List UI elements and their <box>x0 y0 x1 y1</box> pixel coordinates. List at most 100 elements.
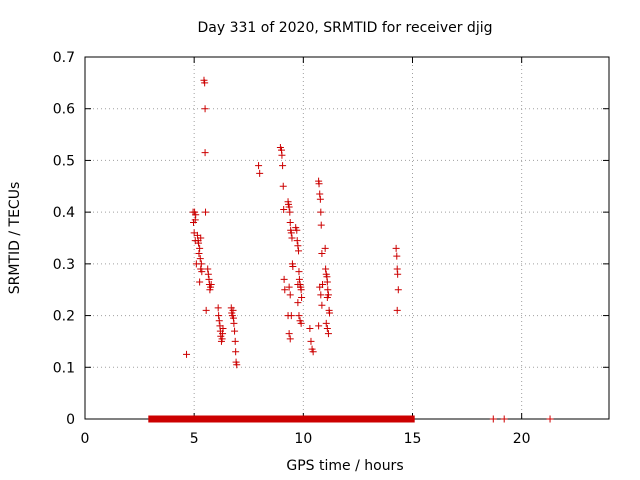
data-point <box>324 330 332 338</box>
y-tick-label: 0.3 <box>53 257 75 273</box>
data-point <box>294 281 302 289</box>
data-points <box>148 76 554 423</box>
data-point <box>255 162 263 170</box>
data-point <box>196 255 204 263</box>
data-point <box>293 226 301 234</box>
data-point <box>286 218 294 226</box>
data-point <box>322 265 330 273</box>
data-point <box>286 335 294 343</box>
data-point <box>207 281 215 289</box>
data-point <box>323 293 331 301</box>
data-point <box>198 268 206 276</box>
data-point <box>231 327 239 335</box>
data-point <box>219 325 227 332</box>
data-point <box>546 415 554 423</box>
data-point <box>285 330 293 338</box>
y-tick-label: 0.4 <box>53 205 75 221</box>
plot-frame <box>84 56 610 420</box>
data-point <box>202 306 210 314</box>
data-point <box>293 237 301 245</box>
data-point <box>297 286 305 294</box>
data-point <box>317 221 325 229</box>
data-point <box>195 250 203 258</box>
data-point <box>316 195 324 203</box>
y-tick-label: 0.7 <box>53 50 75 66</box>
data-point <box>279 162 287 170</box>
data-point <box>317 291 325 299</box>
y-axis-label: SRMTID / TECUs <box>7 182 23 295</box>
data-point <box>316 190 324 198</box>
data-point <box>201 105 209 113</box>
y-tick-label: 0.6 <box>53 102 75 118</box>
data-point <box>392 244 400 252</box>
data-point <box>295 275 303 283</box>
data-point <box>229 306 237 314</box>
data-point <box>195 239 203 247</box>
data-point <box>309 348 317 356</box>
data-point <box>256 169 264 177</box>
data-point <box>318 301 326 309</box>
data-point <box>286 208 294 216</box>
data-point <box>285 203 293 211</box>
data-point <box>297 319 305 327</box>
data-point <box>393 306 401 314</box>
data-point <box>281 286 289 294</box>
data-point <box>298 293 306 301</box>
y-tick-label: 0 <box>66 412 75 428</box>
data-point <box>286 291 294 299</box>
data-point <box>280 275 288 283</box>
data-point <box>201 79 209 87</box>
data-point <box>315 322 323 330</box>
axis-ticks: 0 0.1 0.2 0.3 0.4 0.5 0.6 0.7 0 5 10 15 20 <box>53 50 609 447</box>
data-point <box>279 182 287 190</box>
zero-level-band <box>148 415 415 423</box>
data-point <box>318 250 326 258</box>
data-point <box>289 262 297 270</box>
data-point <box>231 337 239 345</box>
grid <box>85 57 609 419</box>
data-point <box>288 234 296 242</box>
data-point <box>394 270 402 278</box>
data-point <box>201 149 209 157</box>
data-point <box>197 234 205 242</box>
data-point <box>280 206 288 214</box>
data-point <box>196 244 204 252</box>
data-point <box>204 265 212 273</box>
y-tick-label: 0.2 <box>53 309 75 325</box>
data-point <box>232 348 240 356</box>
data-point <box>294 242 302 250</box>
data-point <box>214 304 222 312</box>
data-point <box>394 286 402 294</box>
data-point <box>316 283 324 291</box>
x-tick-label: 10 <box>294 431 312 447</box>
data-point <box>197 260 205 268</box>
data-point <box>326 309 334 317</box>
x-tick-label: 15 <box>404 431 422 447</box>
data-point <box>323 325 331 332</box>
y-tick-label: 0.1 <box>53 360 75 376</box>
data-point <box>287 229 295 237</box>
data-point <box>294 299 302 307</box>
x-tick-label: 5 <box>190 431 199 447</box>
data-point <box>322 319 330 327</box>
y-tick-label: 0.5 <box>53 153 75 169</box>
data-point <box>183 350 191 358</box>
data-point <box>306 325 314 332</box>
data-point <box>192 211 200 219</box>
data-point <box>202 208 210 216</box>
data-point <box>317 208 325 216</box>
data-point <box>284 312 292 320</box>
data-point <box>278 151 286 159</box>
data-point <box>196 278 204 286</box>
data-point <box>323 278 331 286</box>
data-point <box>204 270 212 278</box>
data-point <box>393 252 401 260</box>
data-point <box>285 283 293 291</box>
data-point <box>489 415 497 423</box>
data-point <box>324 286 332 294</box>
data-point <box>215 312 223 320</box>
data-point <box>295 268 303 276</box>
data-point <box>215 317 223 325</box>
x-tick-label: 20 <box>513 431 531 447</box>
